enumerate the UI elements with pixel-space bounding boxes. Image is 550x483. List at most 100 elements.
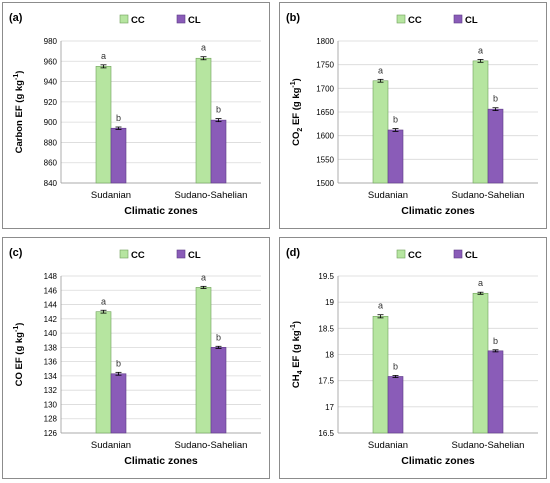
y-tick-label: 1550 bbox=[316, 155, 334, 164]
y-axis-title: Carbon EF (g kg-1) bbox=[13, 71, 25, 154]
y-tick-label: 18.5 bbox=[318, 324, 334, 333]
y-tick-label: 142 bbox=[44, 315, 58, 324]
legend-swatch-cl bbox=[176, 14, 186, 24]
y-tick-label: 1700 bbox=[316, 84, 334, 93]
bar-cc-sudanian bbox=[372, 315, 389, 434]
y-axis-title-part: ) bbox=[14, 71, 25, 74]
significance-letter: b bbox=[116, 358, 121, 368]
y-axis-title-part: CO EF (g kg bbox=[14, 332, 25, 387]
significance-letter: b bbox=[393, 115, 398, 125]
y-axis-title: CO EF (g kg-1) bbox=[13, 323, 25, 387]
y-axis-title-part: -1 bbox=[290, 81, 297, 87]
chart-d: (d) CC CL 16.5 17 17.5 18 18.5 19 19.5 a b Sudanian a… bbox=[286, 247, 538, 467]
legend-label-cl: CL bbox=[188, 15, 201, 26]
y-tick-label: 840 bbox=[44, 179, 58, 188]
chart-b: (b) CC CL 1500 1550 1600 1650 1700 1750 1800 a b Sud… bbox=[286, 12, 538, 217]
x-tick-label: Sudanian bbox=[91, 190, 131, 201]
significance-letter: a bbox=[201, 43, 206, 53]
legend-swatch-cc bbox=[396, 14, 406, 24]
y-tick-label: 880 bbox=[44, 138, 58, 147]
bar-cl-sudanian bbox=[110, 127, 127, 184]
y-axis-title: CH4 EF (g kg-1) bbox=[290, 321, 304, 388]
significance-letter: b bbox=[393, 361, 398, 371]
y-tick-label: 1600 bbox=[316, 132, 334, 141]
significance-letter: a bbox=[378, 301, 383, 311]
bar-cl-sudano-sahelian bbox=[487, 350, 504, 434]
y-tick-label: 960 bbox=[44, 57, 58, 66]
panel-label: (b) bbox=[286, 12, 300, 24]
y-tick-label: 148 bbox=[44, 272, 58, 281]
y-tick-label: 17.5 bbox=[318, 377, 334, 386]
significance-letter: b bbox=[216, 332, 221, 342]
y-tick-label: 140 bbox=[44, 329, 58, 338]
y-axis-title-part: CH bbox=[291, 374, 302, 388]
bar-cc-sudanian bbox=[95, 66, 112, 184]
y-tick-label: 136 bbox=[44, 358, 58, 367]
bar-cl-sudanian bbox=[110, 373, 127, 434]
legend-label-cc: CC bbox=[131, 250, 145, 261]
y-tick-label: 1800 bbox=[316, 37, 334, 46]
legend-swatch-cl bbox=[453, 14, 463, 24]
y-tick-label: 16.5 bbox=[318, 429, 334, 438]
bar-cc-sudano-sahelian bbox=[195, 287, 212, 434]
legend-swatch-cl bbox=[176, 249, 186, 259]
x-tick-label: Sudano-Sahelian bbox=[175, 190, 248, 201]
y-tick-label: 132 bbox=[44, 386, 58, 395]
y-tick-label: 900 bbox=[44, 118, 58, 127]
bar-cl-sudano-sahelian bbox=[210, 119, 227, 184]
y-tick-label: 920 bbox=[44, 98, 58, 107]
y-axis-title-part: ) bbox=[291, 78, 302, 81]
x-tick-label: Sudanian bbox=[368, 190, 408, 201]
y-tick-label: 138 bbox=[44, 343, 58, 352]
significance-letter: a bbox=[478, 278, 483, 288]
y-axis-title-part: CO bbox=[291, 132, 302, 146]
x-axis-title: Climatic zones bbox=[401, 455, 475, 467]
y-axis-title-part: -1 bbox=[13, 74, 20, 80]
bar-cc-sudanian bbox=[372, 80, 389, 184]
y-tick-label: 860 bbox=[44, 159, 58, 168]
y-axis-title-part: ) bbox=[291, 321, 302, 324]
y-axis-title: CO2 EF (g kg-1) bbox=[290, 78, 304, 146]
bar-cc-sudano-sahelian bbox=[195, 57, 212, 184]
y-axis-title-part: -1 bbox=[13, 326, 20, 332]
significance-letter: b bbox=[493, 94, 498, 104]
y-axis-title-part: EF (g kg bbox=[291, 87, 302, 127]
bar-cl-sudano-sahelian bbox=[487, 108, 504, 184]
chart-panel-b: (b) CC CL 1500 1550 1600 1650 1700 1750 1800 a b Sud… bbox=[279, 2, 547, 229]
significance-letter: b bbox=[493, 336, 498, 346]
legend-label-cc: CC bbox=[131, 15, 145, 26]
legend-label-cc: CC bbox=[408, 15, 422, 26]
y-tick-label: 128 bbox=[44, 415, 58, 424]
y-axis-title-part: EF (g kg bbox=[291, 330, 302, 370]
bar-cl-sudano-sahelian bbox=[210, 347, 227, 434]
bar-cc-sudanian bbox=[95, 311, 112, 434]
chart-panel-c: (c) CC CL 126 128 130 132 134 136 138 140 142 144 146… bbox=[2, 237, 270, 479]
significance-letter: b bbox=[216, 105, 221, 115]
y-tick-label: 144 bbox=[44, 301, 58, 310]
y-tick-label: 980 bbox=[44, 37, 58, 46]
panel-label: (a) bbox=[9, 12, 23, 24]
bar-cc-sudano-sahelian bbox=[472, 60, 489, 184]
chart-panel-a: (a) CC CL 840 860 880 900 920 940 960 980 a b Sudania… bbox=[2, 2, 270, 229]
legend-swatch-cc bbox=[119, 249, 129, 259]
significance-letter: a bbox=[201, 272, 206, 282]
bar-cl-sudanian bbox=[387, 129, 404, 184]
legend-swatch-cl bbox=[453, 249, 463, 259]
significance-letter: a bbox=[478, 45, 483, 55]
legend-swatch-cc bbox=[119, 14, 129, 24]
chart-panel-d: (d) CC CL 16.5 17 17.5 18 18.5 19 19.5 a b Sudanian a… bbox=[279, 237, 547, 479]
x-axis-title: Climatic zones bbox=[401, 205, 475, 217]
y-axis-title-part: 4 bbox=[297, 370, 304, 374]
y-tick-label: 126 bbox=[44, 429, 58, 438]
significance-letter: b bbox=[116, 113, 121, 123]
x-axis-title: Climatic zones bbox=[124, 205, 198, 217]
y-tick-label: 134 bbox=[44, 372, 58, 381]
legend-label-cl: CL bbox=[188, 250, 201, 261]
significance-letter: a bbox=[101, 296, 106, 306]
panel-label: (c) bbox=[9, 247, 23, 259]
y-tick-label: 146 bbox=[44, 286, 58, 295]
bar-cc-sudano-sahelian bbox=[472, 292, 489, 434]
y-tick-label: 19.5 bbox=[318, 272, 334, 281]
significance-letter: a bbox=[378, 65, 383, 75]
y-axis-title-part: Carbon EF (g kg bbox=[14, 80, 25, 154]
